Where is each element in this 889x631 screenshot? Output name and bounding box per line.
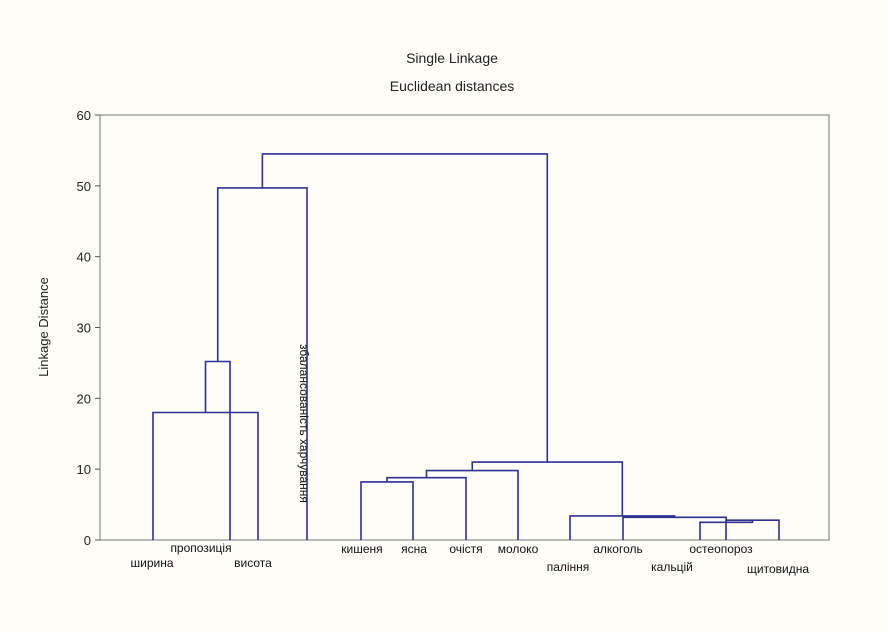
leaf-label: ширина xyxy=(130,556,173,570)
y-tick-label: 20 xyxy=(77,391,91,406)
leaf-label: щитовидна xyxy=(747,562,809,576)
leaf-label: остеопороз xyxy=(689,542,753,556)
dendrogram-link xyxy=(152,411,259,540)
y-tick-label: 10 xyxy=(77,462,91,477)
dendrogram-link xyxy=(699,520,754,540)
leaf-label: алкоголь xyxy=(593,542,643,556)
leaf-label: молоко xyxy=(498,542,539,556)
y-tick-label: 60 xyxy=(77,108,91,123)
dendrogram-link xyxy=(425,469,519,540)
y-tick-label: 0 xyxy=(84,533,91,548)
dendrogram-link xyxy=(360,481,414,540)
leaf-label: паління xyxy=(547,560,590,574)
dendrogram-link xyxy=(261,153,549,463)
leaf-label: очістя xyxy=(449,542,482,556)
dendrogram-link xyxy=(386,476,467,540)
leaf-label: пропозиція xyxy=(170,541,231,555)
y-tick-label: 50 xyxy=(77,179,91,194)
leaf-label: збалансованість харчування xyxy=(297,344,311,503)
dendrogram-link xyxy=(569,515,676,540)
dendrogram-link xyxy=(725,519,780,540)
chart-subtitle: Euclidean distances xyxy=(390,78,515,94)
chart-title: Single Linkage xyxy=(406,50,498,66)
leaf-label: ясна xyxy=(401,542,427,556)
dendrogram-link xyxy=(216,187,308,540)
dendrogram-link xyxy=(622,516,728,540)
y-tick-label: 40 xyxy=(77,250,91,265)
plot-frame xyxy=(99,114,830,541)
leaf-label: кишеня xyxy=(341,542,382,556)
y-axis-label: Linkage Distance xyxy=(36,277,51,377)
leaf-label: висота xyxy=(234,556,272,570)
leaf-label: кальцій xyxy=(651,560,693,574)
y-tick-label: 30 xyxy=(77,321,91,336)
dendrogram-link xyxy=(204,360,231,540)
